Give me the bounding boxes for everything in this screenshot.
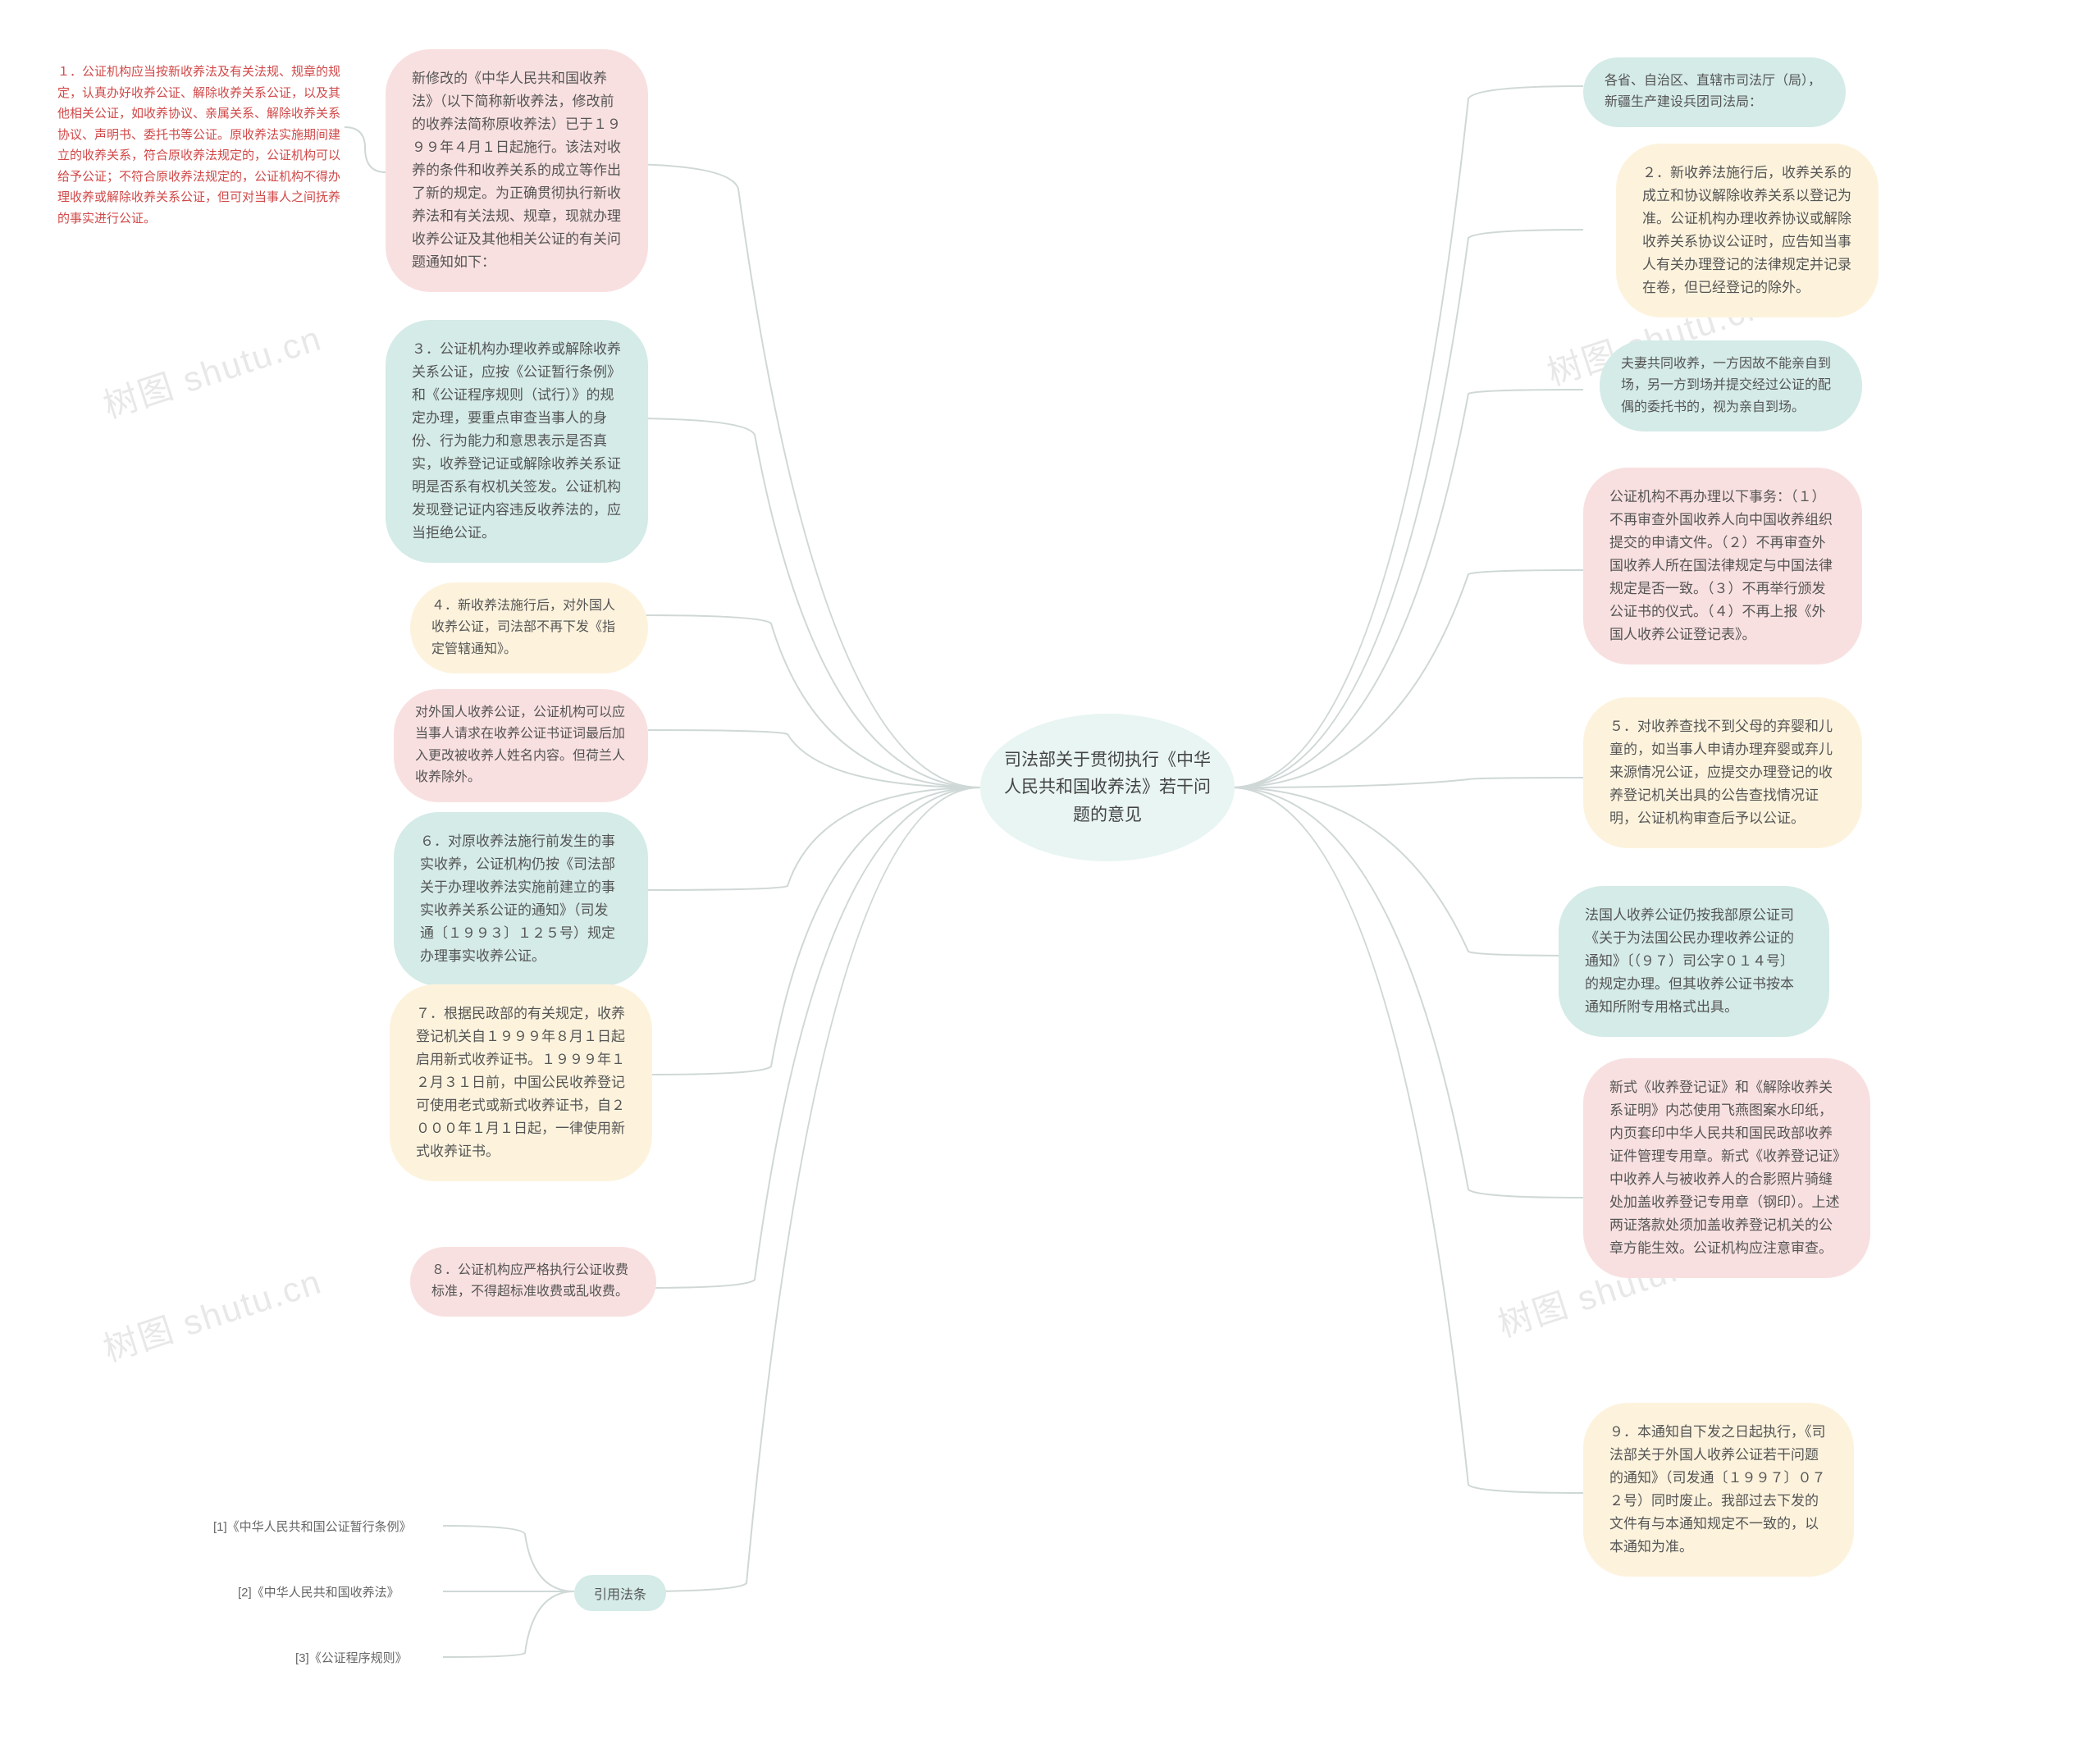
node-l3: ４．新收养法施行后，对外国人收养公证，司法部不再下发《指定管辖通知》。 [410,582,648,673]
refs-label: 引用法条 [574,1575,666,1611]
node-l2: ３．公证机构办理收养或解除收养关系公证，应按《公证暂行条例》和《公证程序规则（试… [386,320,648,563]
node-l5: ６．对原收养法施行前发生的事实收养，公证机构仍按《司法部关于办理收养法实施前建立… [394,812,648,986]
node-l1-sub: １．公证机构应当按新收养法及有关法规、规章的规定，认真办好收养公证、解除收养关系… [57,62,345,229]
node-r8: ９．本通知自下发之日起执行，《司法部关于外国人收养公证若干问题的通知》（司发通〔… [1583,1403,1854,1577]
ref-1: [1]《中华人民共和国公证暂行条例》 [213,1518,412,1535]
node-r1: 各省、自治区、直辖市司法厅（局），新疆生产建设兵团司法局： [1583,57,1846,127]
node-l7: ８．公证机构应严格执行公证收费标准，不得超标准收费或乱收费。 [410,1247,656,1317]
node-l4: 对外国人收养公证，公证机构可以应当事人请求在收养公证书证词最后加入更改被收养人姓… [394,689,648,802]
center-node: 司法部关于贯彻执行《中华人民共和国收养法》若干问题的意见 [980,714,1235,861]
node-l6: ７．根据民政部的有关规定，收养登记机关自１９９９年８月１日起启用新式收养证书。１… [390,984,652,1181]
node-r3: 夫妻共同收养，一方因故不能亲自到场，另一方到场并提交经过公证的配偶的委托书的，视… [1600,340,1862,431]
watermark: 树图 shutu.cn [96,1254,327,1372]
node-r2: ２．新收养法施行后，收养关系的成立和协议解除收养关系以登记为准。公证机构办理收养… [1616,144,1879,317]
node-r7: 新式《收养登记证》和《解除收养关系证明》内芯使用飞燕图案水印纸，内页套印中华人民… [1583,1058,1870,1278]
ref-3: [3]《公证程序规则》 [295,1649,408,1666]
node-r4: 公证机构不再办理以下事务：（１）不再审查外国收养人向中国收养组织提交的申请文件。… [1583,468,1862,664]
node-r6: 法国人收养公证仍按我部原公证司《关于为法国公民办理收养公证的通知》〔（９７）司公… [1559,886,1829,1037]
node-r5: ５．对收养查找不到父母的弃婴和儿童的，如当事人申请办理弃婴或弃儿来源情况公证，应… [1583,697,1862,848]
watermark: 树图 shutu.cn [96,311,327,428]
ref-2: [2]《中华人民共和国收养法》 [238,1583,399,1600]
node-l1: 新修改的《中华人民共和国收养法》（以下简称新收养法，修改前的收养法简称原收养法）… [386,49,648,292]
